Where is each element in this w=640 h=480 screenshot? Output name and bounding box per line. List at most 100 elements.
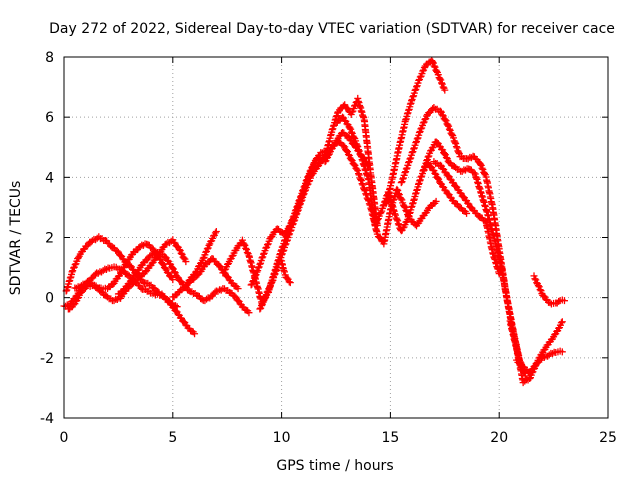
data-point (558, 318, 566, 326)
series-trace-14 (382, 57, 449, 208)
series-trace-15 (397, 103, 529, 380)
data-point (168, 264, 176, 272)
data-point (88, 237, 96, 245)
data-point (354, 167, 362, 175)
data-point (424, 153, 432, 161)
data-point (444, 121, 452, 129)
data-point (257, 302, 265, 310)
data-point (262, 292, 270, 300)
data-point (74, 254, 82, 262)
x-tick-label: 5 (168, 430, 177, 446)
data-point (405, 159, 413, 167)
data-point (139, 241, 147, 249)
y-tick-label: 8 (45, 50, 54, 66)
data-point (420, 163, 428, 171)
data-point (254, 264, 262, 272)
data-point (110, 297, 118, 305)
data-point (311, 159, 319, 167)
data-point (203, 245, 211, 253)
data-point (262, 244, 270, 252)
data-point (256, 305, 264, 313)
data-point (126, 262, 134, 270)
data-point (410, 145, 418, 153)
data-point (478, 164, 486, 172)
data-point (283, 237, 291, 245)
data-point (99, 267, 107, 275)
series-trace-20 (530, 272, 568, 308)
data-point (343, 147, 351, 155)
data-point (162, 240, 170, 248)
data-point (292, 211, 300, 219)
data-point (445, 125, 453, 133)
data-point (251, 272, 259, 280)
data-point (253, 268, 261, 276)
data-point (177, 249, 185, 257)
data-point (458, 167, 466, 175)
data-point (549, 350, 557, 358)
data-point (452, 143, 460, 151)
data-point (481, 170, 489, 178)
data-point (394, 217, 402, 225)
data-point (397, 179, 405, 187)
x-axis-label: GPS time / hours (276, 458, 393, 474)
data-point (393, 185, 401, 193)
data-point (350, 133, 358, 141)
data-point (461, 166, 469, 174)
data-point (409, 93, 417, 101)
data-point (247, 281, 255, 289)
data-point (212, 227, 220, 235)
data-point (136, 243, 144, 251)
data-point (521, 377, 529, 385)
data-point (303, 181, 311, 189)
data-point (285, 231, 293, 239)
series-trace-10 (256, 94, 381, 313)
data-point (281, 241, 289, 249)
data-point (463, 209, 471, 217)
data-point (355, 171, 363, 179)
data-point (347, 156, 355, 164)
data-point (258, 254, 266, 262)
data-point (288, 221, 296, 229)
data-point (357, 153, 365, 161)
y-tick-label: -4 (40, 411, 54, 427)
series-trace-19 (513, 318, 566, 378)
data-point (453, 144, 461, 152)
data-point (442, 153, 450, 161)
data-point (359, 181, 367, 189)
data-point (560, 297, 568, 305)
data-point (263, 241, 271, 249)
data-point (357, 177, 365, 185)
data-point (249, 278, 257, 286)
data-point (395, 221, 403, 229)
data-point (71, 261, 79, 269)
data-point (400, 202, 408, 210)
data-point (423, 157, 431, 165)
data-point (431, 169, 439, 177)
data-point (173, 303, 181, 311)
data-point (272, 267, 280, 275)
data-point (399, 175, 407, 183)
grid-lines (64, 57, 608, 418)
x-tick-label: 25 (599, 430, 617, 446)
data-point (281, 268, 289, 276)
data-point (211, 229, 219, 237)
data-point (175, 246, 183, 254)
data-point (243, 248, 251, 256)
data-point (348, 128, 356, 136)
series-trace-12 (321, 138, 440, 248)
data-point (452, 140, 460, 148)
data-point (199, 254, 207, 262)
data-point (348, 108, 356, 116)
data-point (354, 170, 362, 178)
data-point (415, 76, 423, 84)
data-point (344, 150, 352, 158)
data-point (286, 279, 294, 287)
data-point (417, 125, 425, 133)
data-point (172, 302, 180, 310)
data-point (438, 111, 446, 119)
data-point (451, 138, 459, 146)
data-point (448, 130, 456, 138)
data-point (391, 210, 399, 218)
series-trace-4 (71, 236, 190, 305)
data-point (476, 160, 484, 168)
